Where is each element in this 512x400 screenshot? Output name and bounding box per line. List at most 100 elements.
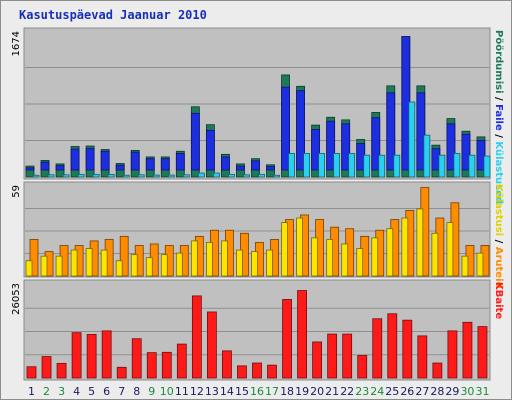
bar-middle-külastusi-day-7: [115, 260, 123, 277]
legend-separator: /: [493, 131, 504, 142]
x-tick-label-15: 15: [235, 385, 249, 398]
bar-top-faile-day-30: [461, 133, 471, 171]
bar-bottom-kbaite-day-22: [342, 333, 353, 379]
x-tick-label-7: 7: [118, 385, 125, 398]
bar-middle-külastusi-day-23: [356, 248, 364, 277]
bar-top-pöördumisi-day-1: [25, 165, 35, 178]
bar-middle-külastusi-day-6: [100, 249, 108, 277]
bar-middle-külastusi-day-22: [341, 243, 349, 277]
x-tick-label-8: 8: [133, 385, 140, 398]
bar-top-faile-day-31: [476, 139, 486, 171]
bar-top-pöördumisi-day-3: [55, 163, 65, 178]
bar-bottom-kbaite-day-8: [131, 338, 142, 379]
x-tick-label-23: 23: [355, 385, 369, 398]
bar-bottom-kbaite-day-15: [237, 365, 247, 379]
bar-top-pöördumisi-day-15: [236, 163, 245, 178]
bar-top-külastused-day-12: [197, 172, 205, 178]
bar-bottom-kbaite-day-30: [462, 321, 473, 379]
bar-bottom-kbaite-day-1: [26, 366, 37, 379]
bar-top-faile-day-11: [175, 153, 185, 171]
bar-top-faile-day-4: [70, 148, 80, 171]
bar-top-külastused-day-19: [303, 153, 310, 178]
bar-middle-külastusi-day-3: [55, 255, 63, 277]
max-label-middle: 59: [11, 185, 22, 198]
bar-middle-külastusi-day-27: [416, 208, 424, 277]
bar-middle-külastusi-day-24: [371, 237, 379, 277]
x-tick-label-16: 16: [250, 385, 264, 398]
bar-top-külastused-day-26: [408, 101, 416, 178]
bar-middle-külastusi-day-1: [25, 260, 33, 277]
x-tick-label-26: 26: [400, 385, 414, 398]
bar-top-faile-day-10: [160, 158, 170, 171]
bar-bottom-kbaite-day-31: [477, 326, 488, 379]
bar-top-külastused-day-3: [62, 174, 70, 178]
bar-top-külastused-day-7: [122, 174, 130, 178]
bar-middle-külastusi-day-11: [175, 252, 183, 277]
series-legend-top: Pöördumisi / Faile / Külastused: [493, 30, 504, 204]
bar-top-faile-day-14: [221, 156, 230, 171]
bar-top-külastused-day-22: [348, 153, 356, 178]
bar-top-külastused-day-29: [453, 153, 461, 178]
bar-top-faile-day-15: [236, 165, 245, 171]
bar-middle-külastusi-day-13: [205, 242, 213, 277]
x-tick-label-21: 21: [325, 385, 339, 398]
bar-middle-külastusi-day-8: [130, 254, 138, 277]
bar-top-külastused-day-13: [212, 172, 220, 178]
bar-top-faile-day-2: [40, 161, 50, 171]
bar-top-külastused-day-14: [228, 173, 235, 178]
bar-top-külastused-day-30: [468, 154, 476, 178]
bar-bottom-kbaite-day-19: [297, 290, 307, 379]
bar-top-faile-day-27: [416, 92, 426, 171]
legend-label-külastusi: Külastusi: [493, 184, 504, 236]
series-legend-bottom: KBaite: [493, 282, 504, 319]
bar-top-pöördumisi-day-17: [266, 164, 275, 178]
max-label-top: 1674: [11, 31, 22, 56]
bar-bottom-kbaite-day-18: [282, 299, 292, 379]
x-tick-label-27: 27: [415, 385, 429, 398]
bar-bottom-kbaite-day-29: [447, 330, 458, 379]
bar-middle-külastusi-day-25: [386, 228, 394, 277]
bar-middle-külastusi-day-12: [190, 240, 198, 277]
bar-top-külastused-day-8: [137, 174, 145, 178]
bar-bottom-kbaite-day-16: [252, 362, 262, 379]
bar-bottom-kbaite-day-27: [417, 335, 428, 379]
bar-middle-külastusi-day-30: [461, 255, 469, 277]
bar-bottom-kbaite-day-14: [222, 350, 232, 379]
legend-separator: /: [493, 236, 504, 247]
x-tick-label-1: 1: [28, 385, 35, 398]
bar-bottom-kbaite-day-24: [372, 318, 383, 379]
bar-top-külastused-day-21: [333, 153, 341, 178]
x-tick-label-13: 13: [205, 385, 219, 398]
bar-bottom-kbaite-day-2: [41, 356, 52, 379]
bar-bottom-kbaite-day-26: [402, 319, 413, 379]
x-tick-label-14: 14: [220, 385, 234, 398]
bar-top-külastused-day-10: [167, 174, 175, 178]
bar-top-faile-day-24: [371, 117, 381, 171]
bar-bottom-kbaite-day-28: [432, 362, 443, 379]
bar-bottom-kbaite-day-7: [116, 366, 127, 379]
bar-top-külastused-day-18: [288, 153, 295, 178]
bar-middle-külastusi-day-26: [401, 217, 409, 277]
legend-label-aruteid: Aruteid: [493, 247, 504, 289]
bar-middle-külastusi-day-15: [236, 249, 243, 277]
bar-top-faile-day-20: [311, 129, 321, 171]
bar-top-külastused-day-2: [47, 174, 55, 178]
bar-middle-külastusi-day-18: [281, 222, 288, 277]
bar-middle-külastusi-day-5: [85, 248, 93, 277]
bar-top-külastused-day-6: [107, 173, 115, 178]
x-tick-label-6: 6: [103, 385, 110, 398]
bar-bottom-kbaite-day-17: [267, 364, 277, 379]
bar-middle-külastusi-day-16: [251, 251, 258, 277]
x-tick-label-29: 29: [445, 385, 459, 398]
bar-top-külastused-day-28: [438, 154, 446, 178]
bar-top-faile-day-16: [251, 160, 260, 171]
bar-top-faile-day-8: [130, 151, 140, 171]
bar-bottom-kbaite-day-13: [206, 311, 217, 379]
bar-top-faile-day-5: [85, 148, 95, 171]
bar-middle-külastusi-day-21: [326, 238, 334, 277]
bar-top-külastused-day-31: [483, 155, 491, 178]
bar-top-külastused-day-17: [273, 174, 280, 178]
bar-top-faile-day-22: [341, 123, 351, 171]
